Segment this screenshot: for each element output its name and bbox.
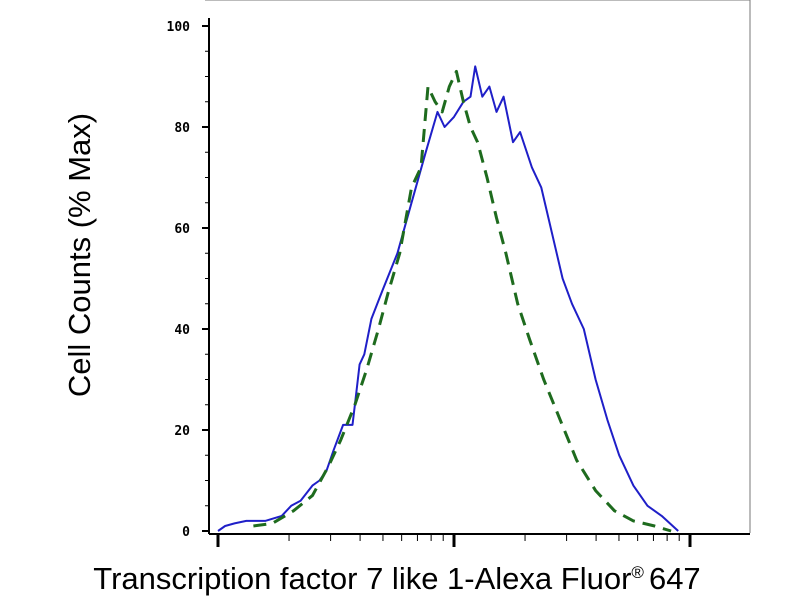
y-axis-title: Cell Counts (% Max) — [62, 113, 97, 397]
x-axis-title: Transcription factor 7 like 1-Alexa Fluo… — [93, 561, 700, 596]
plot-frame — [205, 0, 751, 533]
y-tick-label: 100 — [167, 20, 191, 35]
dashed-series-line — [253, 69, 672, 533]
x-axis-title-suffix: 647 — [649, 561, 701, 596]
y-tick-label: 20 — [174, 424, 190, 439]
y-tick-label: 80 — [174, 121, 190, 136]
y-axis: 0 20 40 60 80 100 — [167, 18, 210, 540]
x-axis-title-superscript: ® — [631, 563, 644, 582]
x-axis — [209, 533, 750, 547]
solid-series-line — [217, 65, 679, 532]
y-tick-label: 0 — [182, 525, 190, 540]
x-axis-title-main: Transcription factor 7 like 1-Alexa Fluo… — [93, 561, 631, 596]
y-tick-label: 60 — [174, 222, 190, 237]
series-layer — [217, 65, 679, 533]
y-tick-label: 40 — [174, 323, 190, 338]
